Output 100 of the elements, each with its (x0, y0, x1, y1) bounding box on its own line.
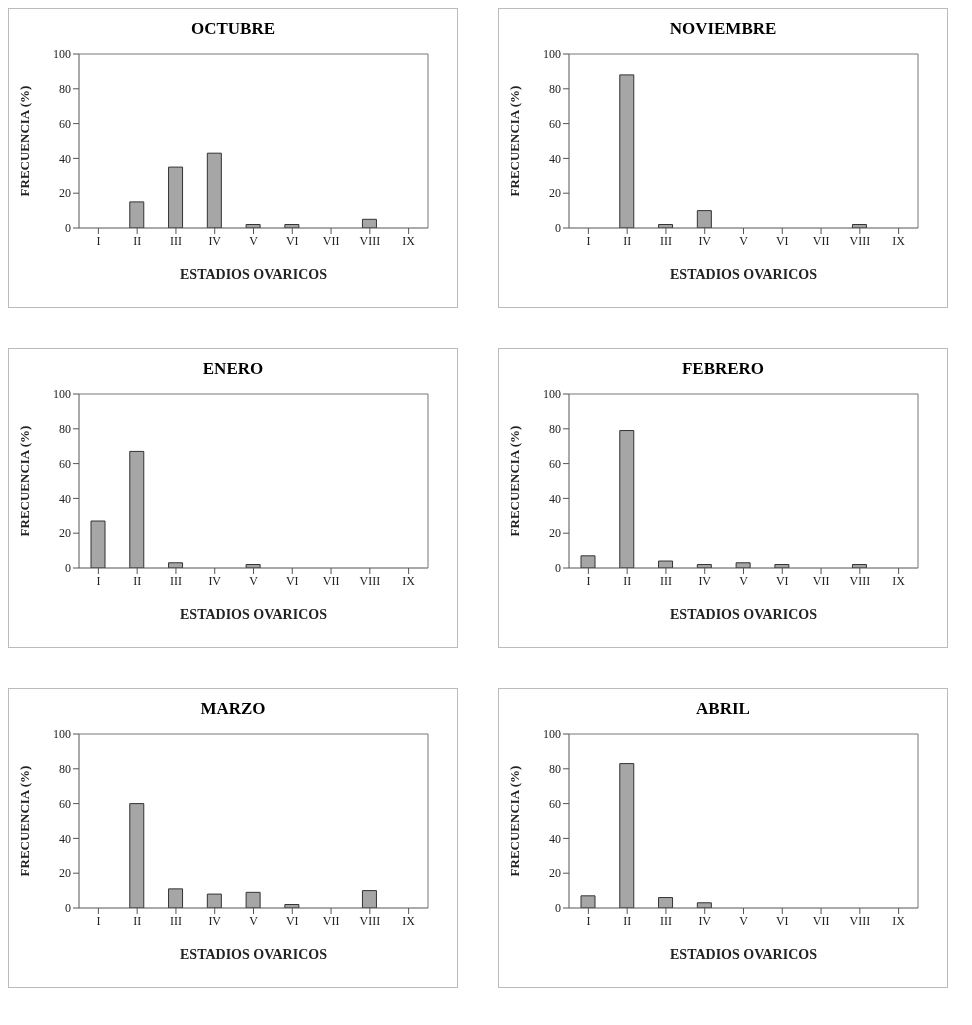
bar (129, 201, 145, 228)
x-tick-label: VI (775, 573, 789, 588)
y-tick-label: 100 (53, 727, 71, 742)
chart-title: ABRIL (695, 699, 751, 719)
x-tick-label: I (586, 573, 591, 588)
y-tick-label: 100 (543, 387, 561, 402)
x-tick-label: I (96, 913, 101, 928)
y-tick-label: 60 (59, 116, 71, 131)
y-axis-title: FRECUENCIA (%) (16, 425, 32, 537)
y-tick-label: 20 (59, 866, 71, 881)
x-tick-label: VIII (849, 913, 871, 928)
x-tick-label: II (623, 233, 632, 248)
bar (619, 430, 635, 568)
x-tick-label: III (659, 573, 672, 588)
y-tick-label: 0 (65, 561, 71, 576)
x-tick-label: I (586, 233, 591, 248)
x-tick-label: V (739, 573, 749, 588)
x-tick-label: III (169, 913, 182, 928)
x-tick-label: V (739, 913, 749, 928)
y-tick-label: 20 (59, 186, 71, 201)
x-tick-label: VI (775, 233, 789, 248)
y-axis-title: FRECUENCIA (%) (506, 85, 522, 197)
y-tick-label: 0 (65, 221, 71, 236)
y-tick-label: 100 (53, 387, 71, 402)
y-tick-label: 40 (59, 491, 71, 506)
y-tick-label: 100 (543, 727, 561, 742)
bar (735, 562, 751, 568)
x-tick-label: I (96, 573, 101, 588)
x-tick-label: VI (285, 233, 299, 248)
y-tick-label: 0 (555, 221, 561, 236)
y-tick-label: 0 (555, 901, 561, 916)
y-tick-label: 80 (549, 422, 561, 437)
y-tick-label: 100 (53, 47, 71, 62)
x-axis-title: ESTADIOS OVARICOS (670, 607, 818, 622)
x-tick-label: IV (698, 233, 712, 248)
bar (206, 152, 222, 228)
x-tick-label: V (249, 913, 259, 928)
x-tick-label: V (739, 233, 749, 248)
x-tick-label: VII (322, 573, 340, 588)
x-tick-label: IX (402, 233, 416, 248)
x-tick-label: VI (285, 913, 299, 928)
x-tick-label: II (133, 573, 142, 588)
y-tick-label: 60 (549, 796, 561, 811)
bar (245, 891, 261, 908)
x-tick-label: I (586, 913, 591, 928)
chart-title: NOVIEMBRE (668, 19, 778, 39)
y-tick-label: 20 (549, 866, 561, 881)
x-tick-label: IX (892, 913, 906, 928)
bar (619, 74, 635, 228)
bar (129, 450, 145, 568)
x-tick-label: IV (698, 913, 712, 928)
x-tick-label: III (659, 233, 672, 248)
bar (658, 560, 674, 568)
x-axis-title: ESTADIOS OVARICOS (180, 607, 328, 622)
y-tick-label: 40 (549, 491, 561, 506)
y-tick-label: 40 (549, 151, 561, 166)
bar (658, 897, 674, 908)
y-tick-label: 100 (543, 47, 561, 62)
x-tick-label: VI (285, 573, 299, 588)
x-tick-label: III (659, 913, 672, 928)
x-tick-label: IV (208, 573, 222, 588)
x-tick-label: IV (208, 913, 222, 928)
y-tick-label: 40 (549, 831, 561, 846)
x-tick-label: VII (812, 233, 830, 248)
x-tick-label: VIII (359, 913, 381, 928)
bar (580, 895, 596, 908)
y-tick-label: 80 (59, 422, 71, 437)
x-tick-label: V (249, 573, 259, 588)
x-axis-title: ESTADIOS OVARICOS (670, 267, 818, 282)
bar (580, 555, 596, 568)
x-tick-label: II (133, 913, 142, 928)
x-axis-title: ESTADIOS OVARICOS (180, 267, 328, 282)
x-tick-label: IX (402, 913, 416, 928)
chart-title: OCTUBRE (189, 19, 277, 39)
x-tick-label: VIII (849, 233, 871, 248)
y-tick-label: 60 (549, 116, 561, 131)
x-tick-label: IX (892, 233, 906, 248)
x-tick-label: VII (812, 573, 830, 588)
bar (206, 893, 222, 908)
y-tick-label: 80 (59, 82, 71, 97)
x-tick-label: IV (208, 233, 222, 248)
x-tick-label: VII (322, 913, 340, 928)
y-tick-label: 0 (555, 561, 561, 576)
x-tick-label: IX (402, 573, 416, 588)
y-tick-label: 80 (549, 82, 561, 97)
x-tick-label: IX (892, 573, 906, 588)
x-tick-label: IV (698, 573, 712, 588)
bar (168, 888, 184, 908)
x-axis-title: ESTADIOS OVARICOS (670, 947, 818, 962)
y-tick-label: 20 (549, 526, 561, 541)
x-tick-label: VIII (359, 573, 381, 588)
x-tick-label: III (169, 233, 182, 248)
chart-title: ENERO (201, 359, 265, 379)
y-tick-label: 80 (59, 762, 71, 777)
y-axis-title: FRECUENCIA (%) (16, 85, 32, 197)
y-axis-title: FRECUENCIA (%) (506, 425, 522, 537)
y-tick-label: 80 (549, 762, 561, 777)
x-axis-title: ESTADIOS OVARICOS (180, 947, 328, 962)
x-tick-label: II (623, 573, 632, 588)
bar (90, 520, 106, 568)
